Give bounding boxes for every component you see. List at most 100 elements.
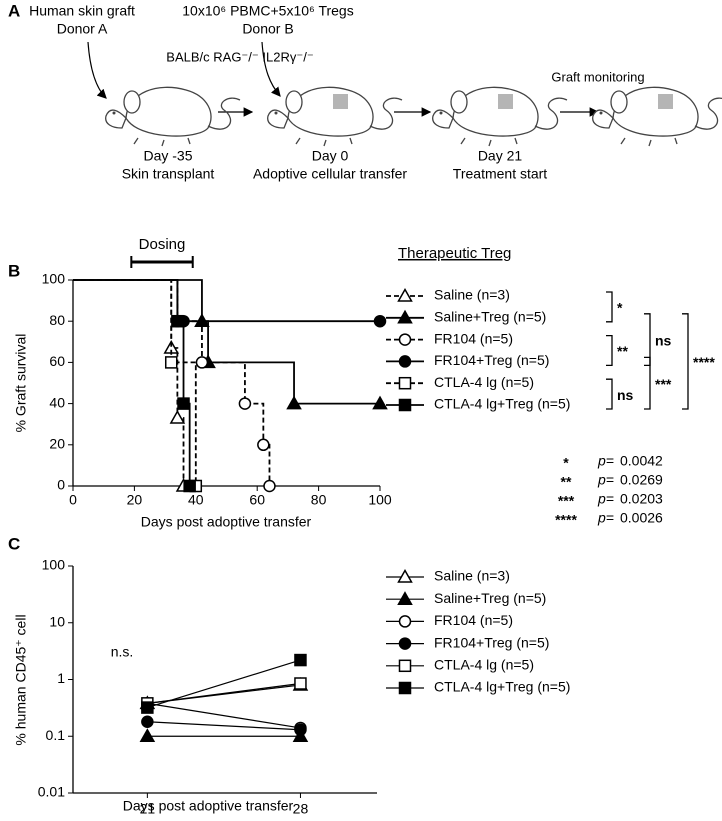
y-tick-label: 1 <box>57 670 65 686</box>
legend-title: Therapeutic Treg <box>398 245 511 262</box>
y-axis-label: % Graft survival <box>13 334 29 433</box>
legend-label: Saline (n=3) <box>434 287 510 303</box>
y-axis-label: % human CD45⁺ cell <box>13 614 29 745</box>
y-tick-label: 20 <box>49 436 65 452</box>
p-symbol: *** <box>558 493 575 509</box>
p-value: 0.0203 <box>620 491 663 507</box>
marker <box>183 479 196 493</box>
marker <box>294 653 307 667</box>
strain-text: BALB/c RAG⁻/⁻ IL2Rγ⁻/⁻ <box>166 49 313 64</box>
bracket <box>606 291 613 323</box>
arrow <box>87 41 107 99</box>
legend-label: CTLA-4 lg+Treg (n=5) <box>434 396 570 412</box>
legend-marker <box>397 591 413 605</box>
y-tick-label: 80 <box>49 312 65 328</box>
y-tick-label: 100 <box>42 557 66 573</box>
marker <box>171 314 184 328</box>
legend-label: FR104 (n=5) <box>434 330 513 346</box>
legend-marker <box>398 355 412 368</box>
bracket-label: ns <box>617 387 634 403</box>
bracket <box>606 378 613 410</box>
y-tick-label: 0.01 <box>38 784 65 800</box>
p-label: p= <box>597 453 614 469</box>
donor-text: 10x10⁶ PBMC+5x10⁶ Tregs <box>182 3 353 19</box>
marker <box>373 314 387 328</box>
x-tick-label: 21 <box>140 801 156 817</box>
step-day: Day -35 <box>143 148 192 164</box>
marker <box>286 395 302 410</box>
marker <box>195 356 209 369</box>
legend-label: Saline+Treg (n=5) <box>434 590 546 606</box>
survival-line <box>73 279 380 323</box>
p-symbol: * <box>563 455 569 471</box>
legend-label: FR104+Treg (n=5) <box>434 634 549 650</box>
legend-marker <box>398 681 412 695</box>
bracket <box>644 313 651 367</box>
bracket-label: *** <box>655 376 672 392</box>
series-line <box>147 659 301 709</box>
p-label: p= <box>597 472 614 488</box>
legend-label: Saline (n=3) <box>434 568 510 584</box>
panel-label: C <box>8 534 20 553</box>
x-tick-label: 20 <box>127 492 143 508</box>
legend-marker <box>398 376 412 390</box>
marker <box>294 723 307 737</box>
panel-label: B <box>8 261 20 280</box>
p-value: 0.0042 <box>620 453 663 469</box>
legend-label: CTLA-4 lg (n=5) <box>434 657 534 673</box>
x-tick-label: 100 <box>368 492 392 508</box>
marker <box>372 395 388 410</box>
mouse <box>592 86 722 147</box>
legend-label: FR104+Treg (n=5) <box>434 352 549 368</box>
bracket <box>644 356 651 410</box>
graft <box>498 94 513 109</box>
bracket-label: ns <box>655 332 672 348</box>
arrow <box>261 41 281 97</box>
legend-marker <box>397 309 413 324</box>
x-tick-label: 80 <box>311 492 327 508</box>
y-tick-label: 0.1 <box>46 727 66 743</box>
step-event: Treatment start <box>453 166 548 182</box>
donor-text: Donor B <box>242 21 293 37</box>
p-label: p= <box>597 510 614 526</box>
x-tick-label: 40 <box>188 492 204 508</box>
p-value: 0.0269 <box>620 472 663 488</box>
step-day: Day 21 <box>478 148 523 164</box>
legend-label: CTLA-4 lg+Treg (n=5) <box>434 679 570 695</box>
p-value: 0.0026 <box>620 510 663 526</box>
marker <box>294 677 307 690</box>
series-line <box>147 721 301 731</box>
marker <box>139 728 156 742</box>
legend-marker <box>397 287 413 302</box>
survival-line <box>73 279 380 405</box>
legend-label: FR104 (n=5) <box>434 612 513 628</box>
marker <box>177 397 190 410</box>
bracket-label: **** <box>693 354 715 370</box>
marker <box>263 479 276 493</box>
survival-line <box>73 279 191 486</box>
x-tick-label: 28 <box>293 801 309 817</box>
marker <box>238 397 252 410</box>
x-axis-label: Days post adoptive transfer <box>141 514 312 530</box>
p-symbol: **** <box>555 512 577 528</box>
mouse <box>105 86 241 147</box>
graft <box>333 94 348 109</box>
y-tick-label: 0 <box>57 477 65 493</box>
legend-label: Saline+Treg (n=5) <box>434 309 546 325</box>
monitoring-text: Graft monitoring <box>551 69 644 84</box>
legend-marker <box>398 333 412 346</box>
marker <box>257 438 270 452</box>
bracket-label: ** <box>617 343 628 359</box>
legend-marker <box>398 659 412 673</box>
legend-marker <box>397 568 413 583</box>
step-day: Day 0 <box>312 148 349 164</box>
bracket-label: * <box>617 300 623 316</box>
legend-marker <box>398 398 412 412</box>
marker <box>141 701 154 714</box>
donor-text: Donor A <box>57 21 108 37</box>
p-label: p= <box>597 491 614 507</box>
marker <box>164 356 178 369</box>
x-tick-label: 60 <box>249 492 265 508</box>
y-tick-label: 60 <box>49 353 65 369</box>
